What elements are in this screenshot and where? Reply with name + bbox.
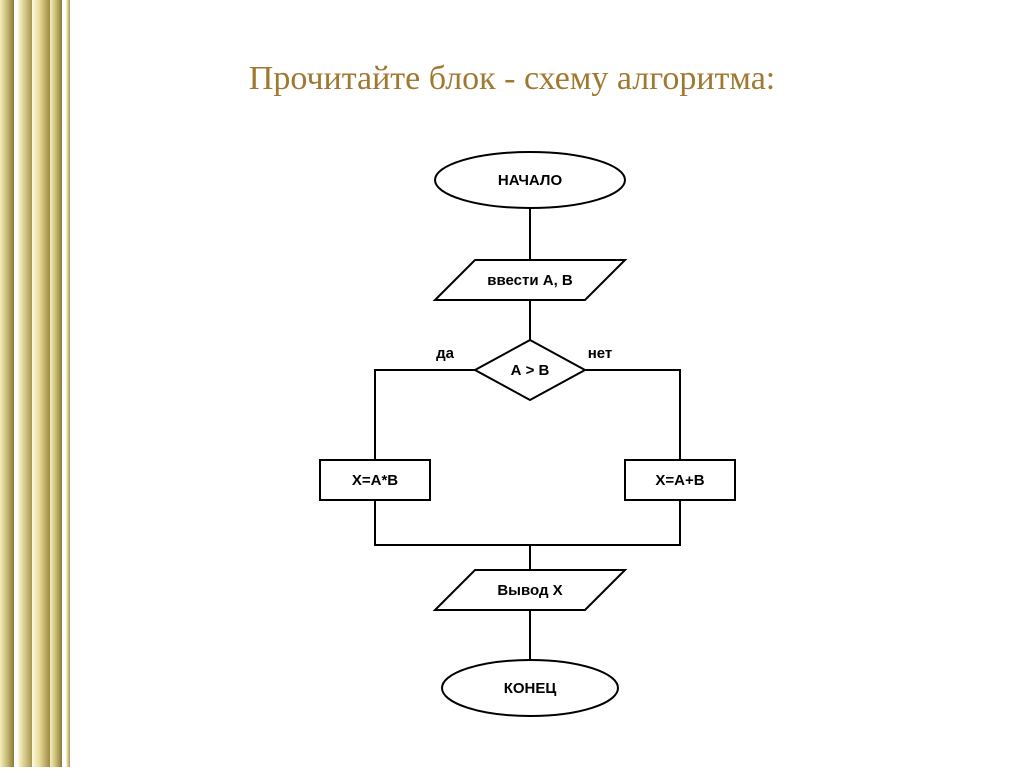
flowchart-container: да нет НАЧАЛО ввести А, В А > В Х=А*В Х=А+В Выв…	[260, 140, 820, 720]
svg-text:А > В: А > В	[511, 362, 550, 379]
flowchart-svg: да нет НАЧАЛО ввести А, В А > В Х=А*В Х=А+В Выв…	[260, 140, 820, 720]
border-svg	[0, 0, 70, 767]
svg-text:нет: нет	[588, 345, 613, 362]
page-title: Прочитайте блок - схему алгоритма:	[0, 60, 1024, 98]
svg-text:Х=А+В: Х=А+В	[655, 472, 704, 489]
svg-text:Х=А*В: Х=А*В	[352, 472, 398, 489]
svg-text:Вывод Х: Вывод Х	[497, 582, 562, 599]
svg-text:да: да	[436, 345, 455, 362]
svg-text:НАЧАЛО: НАЧАЛО	[498, 172, 563, 189]
svg-text:ввести А, В: ввести А, В	[487, 272, 573, 289]
decorative-border	[0, 0, 70, 767]
svg-text:КОНЕЦ: КОНЕЦ	[504, 680, 557, 697]
